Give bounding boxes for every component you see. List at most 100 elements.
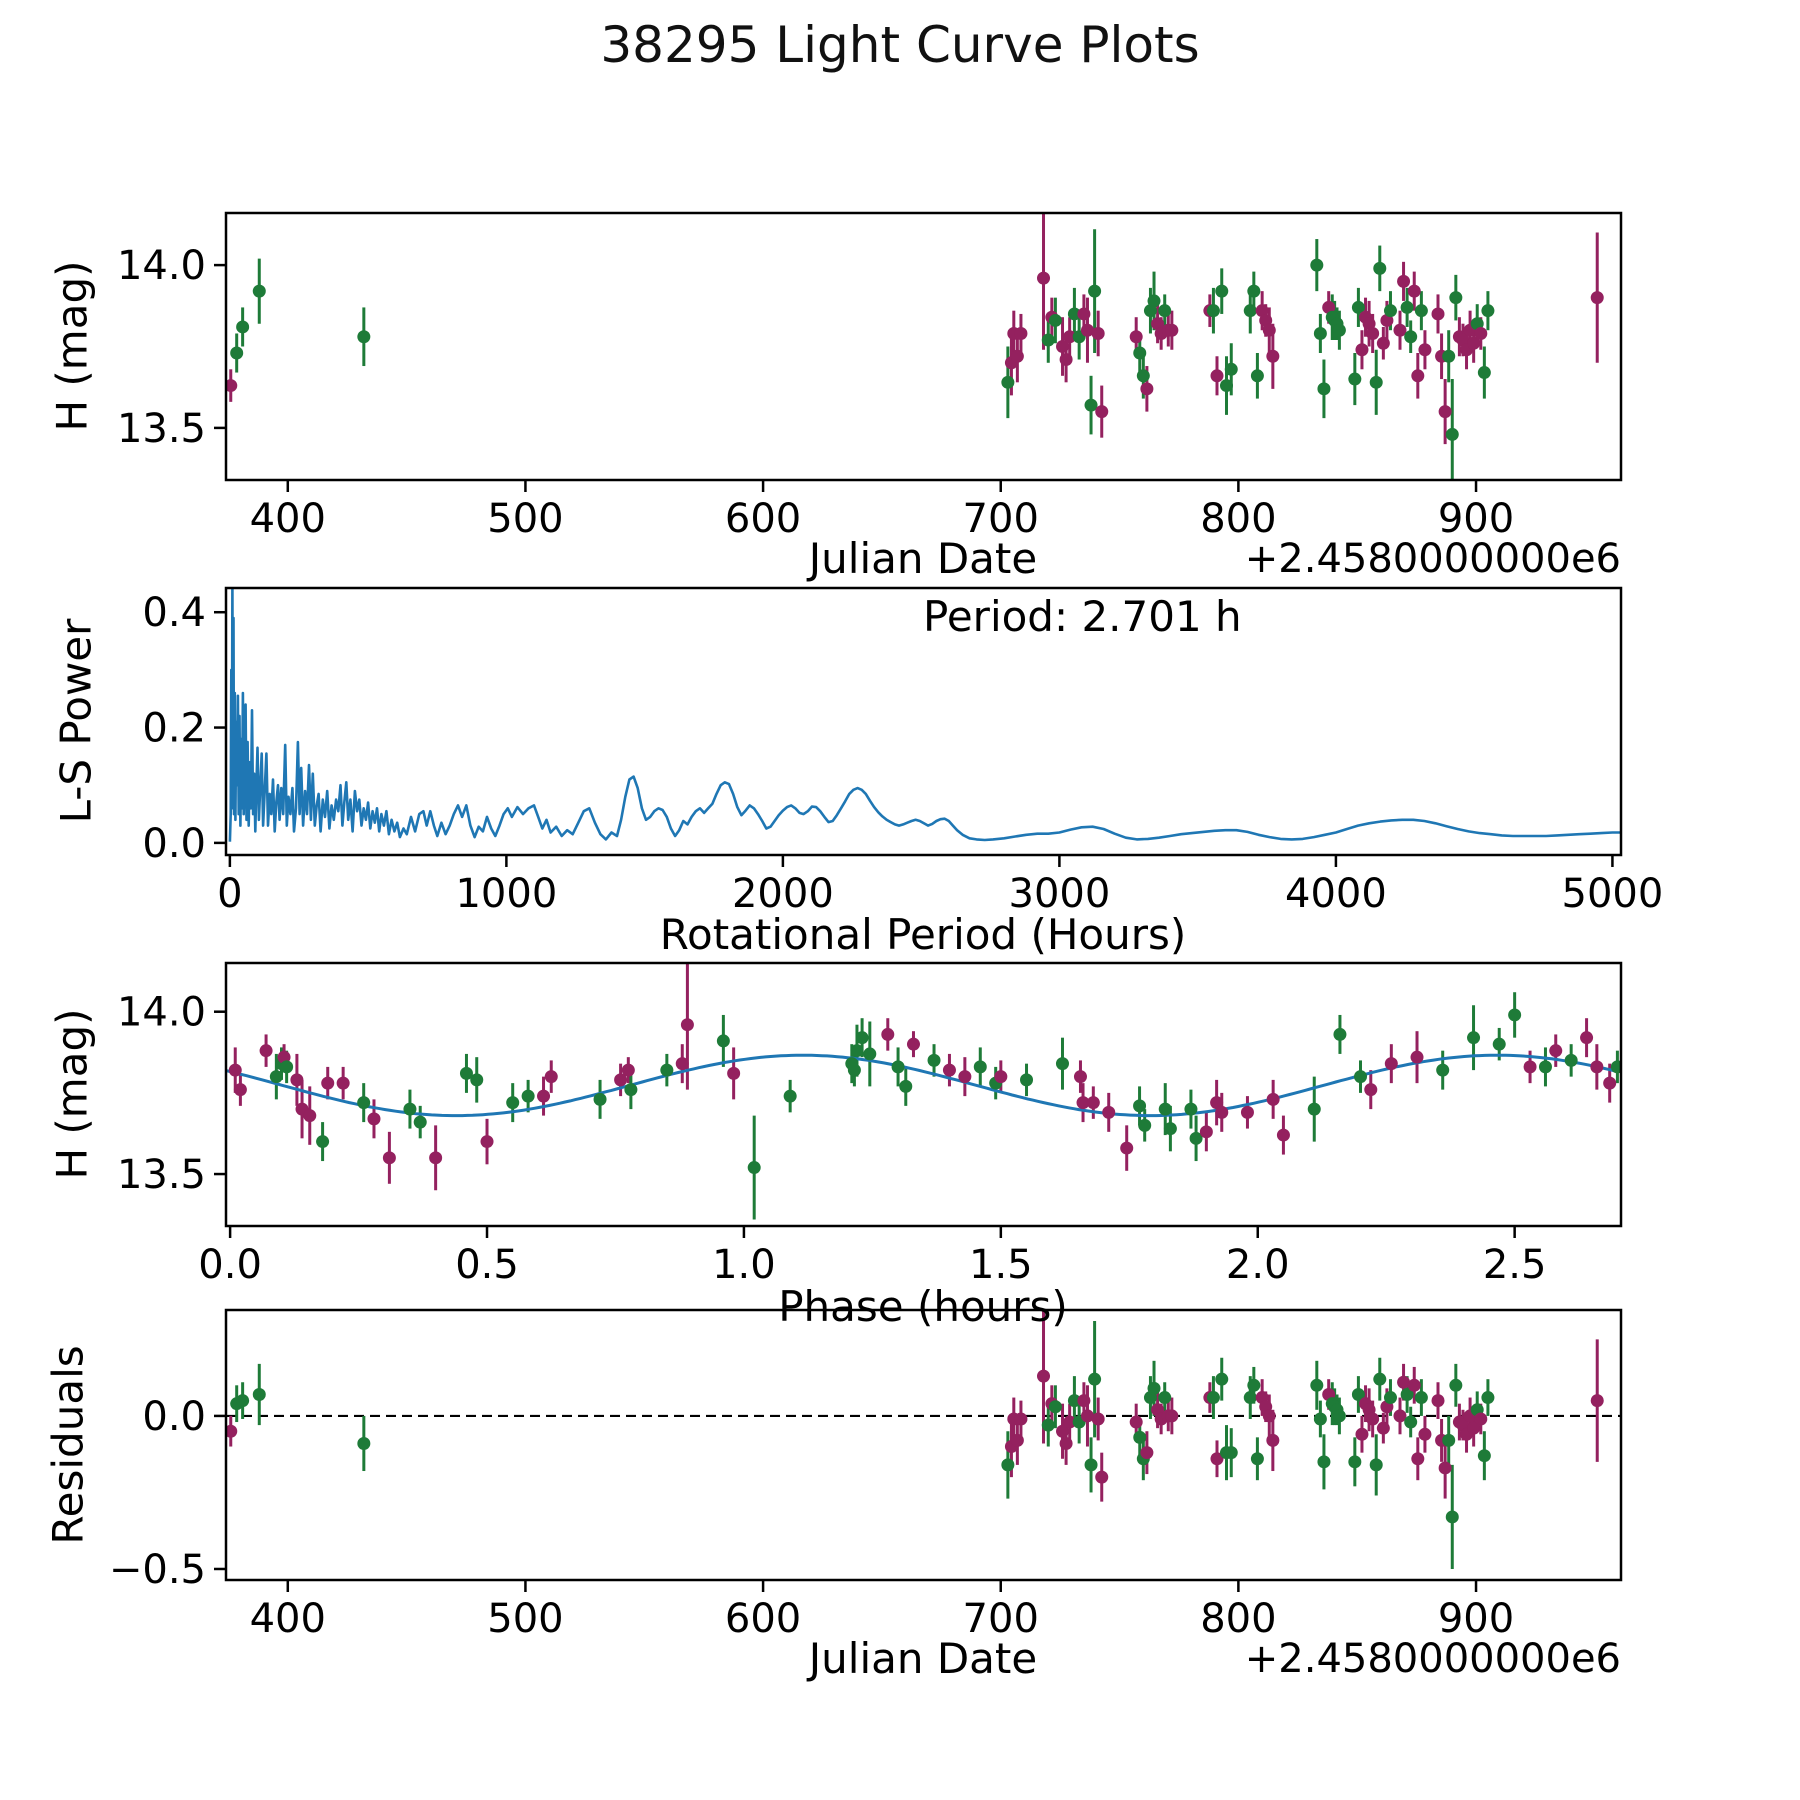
data-point [413, 1115, 427, 1129]
data-point [1438, 1461, 1452, 1475]
data-point [403, 1102, 417, 1116]
data-point [1095, 405, 1109, 419]
data-point [1333, 1027, 1347, 1041]
data-point [1243, 1391, 1257, 1405]
residuals-data-area [226, 1310, 1621, 1569]
data-point [1077, 1394, 1091, 1408]
data-point [280, 1060, 294, 1074]
residuals-axis-offset: +2.4580000000e6 [1244, 1636, 1621, 1682]
data-point [252, 284, 266, 298]
x-tick-label: 2.5 [1483, 1242, 1547, 1288]
data-point [1467, 1421, 1481, 1435]
x-tick-label: 700 [963, 496, 1039, 542]
data-point [1355, 343, 1369, 357]
x-tick-label: 1.0 [712, 1242, 776, 1288]
data-point [1411, 1452, 1425, 1466]
data-point [1580, 1031, 1594, 1045]
data-point [1262, 323, 1276, 337]
data-point [593, 1092, 607, 1106]
data-point [1266, 1433, 1280, 1447]
data-point [1538, 1060, 1552, 1074]
phase-plot-ylabel: H (mag) [47, 1008, 97, 1180]
y-tick-label: 14.0 [117, 990, 206, 1036]
data-point [1449, 1378, 1463, 1392]
data-point [1158, 1102, 1172, 1116]
data-point [321, 1076, 335, 1090]
data-point [290, 1073, 304, 1087]
x-tick-label: 4000 [1285, 871, 1387, 917]
x-tick-label: 1.5 [969, 1242, 1033, 1288]
data-point [1397, 1375, 1411, 1389]
jd_light_curve-data-area [226, 213, 1604, 480]
data-point [942, 1063, 956, 1077]
x-tick-label: 800 [1200, 496, 1276, 542]
data-point [1310, 1378, 1324, 1392]
jd-plot-ylabel: H (mag) [47, 260, 97, 432]
residuals-plot: 400 500 600 700 800 900 −0.5 0.0 [109, 1308, 1623, 1642]
data-point [621, 1063, 635, 1077]
data-point [1332, 323, 1346, 337]
data-point [1373, 1372, 1387, 1386]
data-point [1243, 304, 1257, 318]
x-tick-label: 400 [250, 1596, 326, 1642]
data-point [1393, 1409, 1407, 1423]
data-point [747, 1161, 761, 1175]
x-tick-label: 600 [725, 1596, 801, 1642]
data-point [1262, 1409, 1276, 1423]
data-point [1091, 326, 1105, 340]
data-point [1020, 1073, 1034, 1087]
x-tick-label: 0.0 [198, 1242, 262, 1288]
data-point [1189, 1131, 1203, 1145]
data-point [1088, 284, 1102, 298]
data-point [1143, 304, 1157, 318]
data-point [1133, 1099, 1147, 1113]
data-point [357, 1436, 371, 1450]
data-point [1364, 1083, 1378, 1097]
periodogram-spines [224, 586, 1623, 857]
residuals-spines [224, 1308, 1623, 1582]
data-point [277, 1050, 291, 1064]
data-point [1313, 1412, 1327, 1426]
data-point [1151, 317, 1165, 331]
data-point [382, 1151, 396, 1165]
data-point [614, 1073, 628, 1087]
data-point [1140, 1446, 1154, 1460]
data-point [1404, 330, 1418, 344]
data-point [1048, 1400, 1062, 1414]
data-point [1184, 1102, 1198, 1116]
data-point [1165, 1409, 1179, 1423]
data-point [675, 1057, 689, 1071]
data-point [1410, 1050, 1424, 1064]
data-point [1383, 1391, 1397, 1405]
data-point [1610, 1060, 1621, 1074]
data-point [259, 1044, 273, 1058]
data-point [236, 1394, 250, 1408]
data-point [429, 1151, 443, 1165]
phase_curve-plot: 0.0 0.5 1.0 1.5 2.0 2.5 13.5 14.0 [117, 961, 1623, 1288]
data-point [1250, 369, 1264, 383]
y-tick-label: −0.5 [109, 1547, 206, 1593]
data-point [1014, 1412, 1028, 1426]
data-point [1317, 382, 1331, 396]
data-point [1215, 1105, 1229, 1119]
x-tick-label: 700 [963, 1596, 1039, 1642]
data-point [1590, 1060, 1604, 1074]
data-point [1438, 405, 1452, 419]
data-point [1481, 1391, 1495, 1405]
data-point [847, 1063, 861, 1077]
periodogram-ylabel: L-S Power [51, 618, 101, 824]
x-tick-label: 900 [1438, 1596, 1514, 1642]
data-point [1247, 284, 1261, 298]
data-point [1041, 1418, 1055, 1432]
data-point [226, 1424, 238, 1438]
periodogram-xlabel: Rotational Period (Hours) [659, 910, 1187, 959]
data-point [470, 1073, 484, 1087]
x-tick-label: 2000 [732, 871, 834, 917]
jd-plot-axis-offset: +2.4580000000e6 [1244, 536, 1621, 582]
data-point [1313, 326, 1327, 340]
data-point [1210, 369, 1224, 383]
data-point [1080, 1409, 1094, 1423]
sinusoid-fit-curve [226, 1053, 1619, 1118]
data-point [881, 1027, 895, 1041]
data-point [1332, 1409, 1346, 1423]
